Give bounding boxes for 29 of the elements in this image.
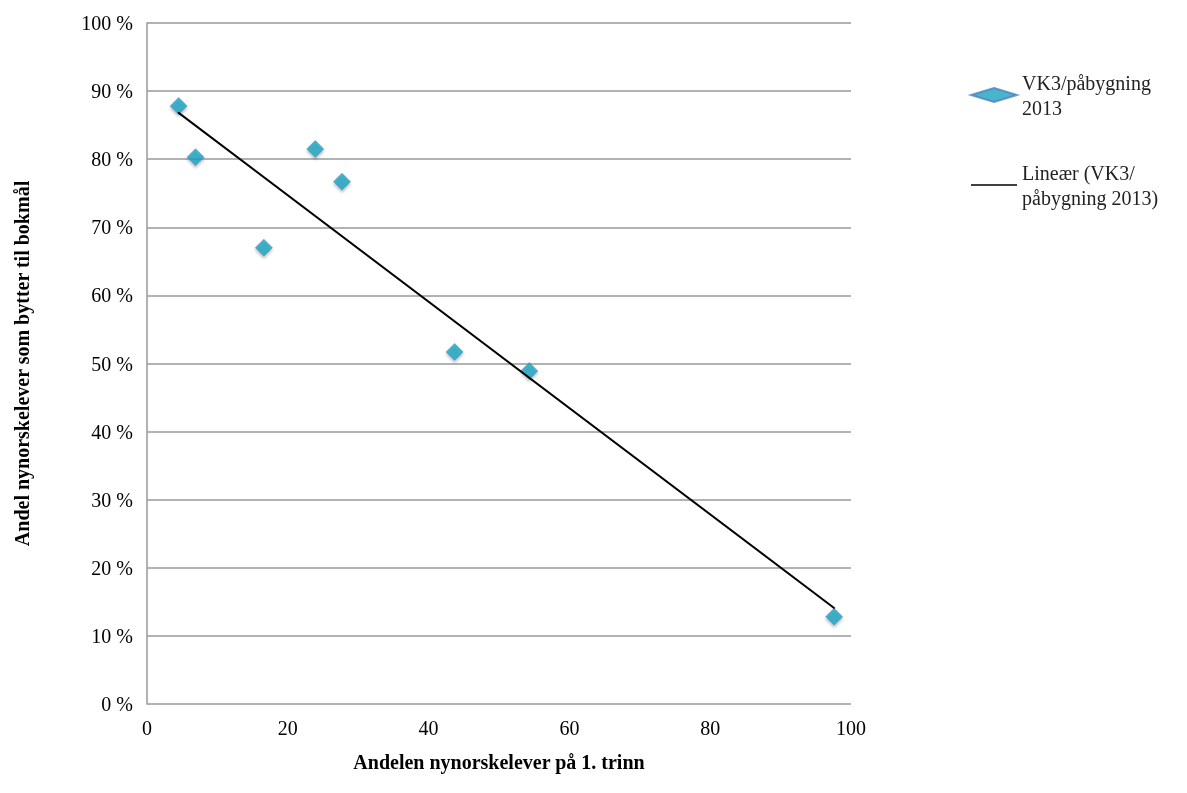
y-tick-label: 20 % xyxy=(91,556,133,579)
x-tick-label: 20 xyxy=(277,717,298,739)
point xyxy=(520,362,539,380)
x-axis-title: Andelen nynorskelever på 1. trinn xyxy=(353,751,645,774)
point xyxy=(255,238,273,257)
y-tick-label: 50 % xyxy=(91,352,133,375)
y-tick-label: 0 % xyxy=(101,693,133,715)
point xyxy=(186,148,205,166)
x-tick-label: 100 xyxy=(836,717,866,739)
y-tick-label: 30 % xyxy=(91,488,133,511)
x-tick-label: 0 xyxy=(142,717,152,739)
y-tick-label: 60 % xyxy=(91,284,133,307)
legend-label: VK3/påbygning 2013 xyxy=(1022,71,1156,119)
y-tick-label: 80 % xyxy=(91,148,133,171)
x-tick-label: 60 xyxy=(559,717,580,739)
y-tick-label: 10 % xyxy=(91,624,133,647)
y-tick-label: 100 % xyxy=(81,12,133,34)
y-axis-title: Andel nynorskelever som bytter til bokmål xyxy=(11,180,34,547)
y-tick-label: 40 % xyxy=(91,420,133,443)
point xyxy=(333,172,351,191)
y-tick-label: 90 % xyxy=(91,80,133,103)
x-tick-label: 80 xyxy=(700,717,721,739)
x-tick-label: 40 xyxy=(418,717,439,739)
point xyxy=(306,140,325,158)
point xyxy=(825,608,843,626)
legend-label: Lineær (VK3/påbygning 2013) xyxy=(1022,161,1159,210)
y-tick-label: 70 % xyxy=(91,216,133,239)
point xyxy=(169,97,188,115)
point xyxy=(445,343,464,361)
